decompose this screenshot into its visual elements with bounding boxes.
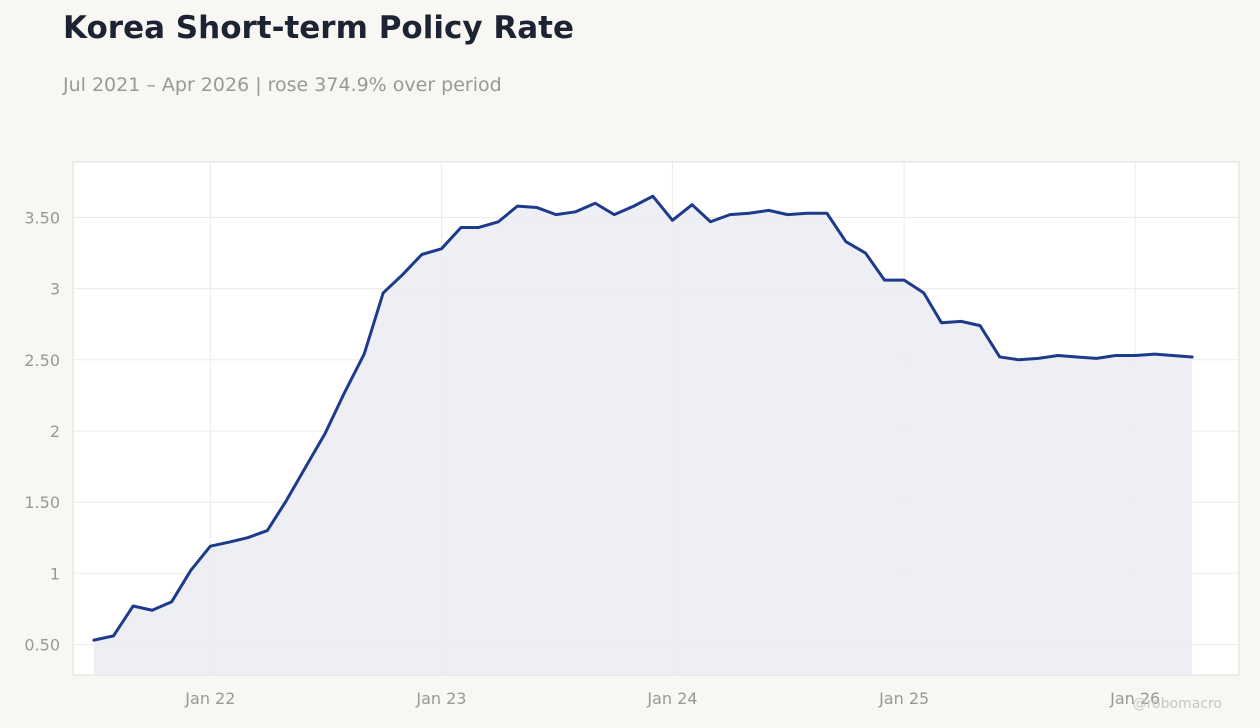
y-tick-label: 0.50 <box>24 635 60 654</box>
y-axis-ticks: 0.50 1 1.50 2 2.50 3 3.50 <box>24 208 60 654</box>
x-tick-label: Jan 23 <box>415 689 466 708</box>
y-tick-label: 1.50 <box>24 493 60 512</box>
x-tick-label: Jan 26 <box>1109 689 1160 708</box>
series-line <box>92 194 1194 642</box>
y-tick-label: 3 <box>50 280 60 299</box>
chart-title: Korea Short-term Policy Rate <box>63 10 574 46</box>
y-tick-label: 2 <box>50 422 60 441</box>
series-area-layer <box>93 196 1193 675</box>
chart-subtitle: Jul 2021 – Apr 2026 | rose 374.9% over p… <box>63 74 502 96</box>
y-tick-label: 2.50 <box>24 351 60 370</box>
x-tick-label: Jan 25 <box>878 689 929 708</box>
series-line-layer <box>92 194 1194 642</box>
watermark: @robomacro <box>1132 696 1222 712</box>
series-area <box>93 196 1193 675</box>
y-tick-label: 1 <box>50 564 60 583</box>
x-tick-label: Jan 22 <box>184 689 235 708</box>
x-axis-ticks: Jan 22 Jan 23 Jan 24 Jan 25 Jan 26 <box>184 689 1160 708</box>
y-tick-label: 3.50 <box>24 208 60 227</box>
x-tick-label: Jan 24 <box>646 689 697 708</box>
